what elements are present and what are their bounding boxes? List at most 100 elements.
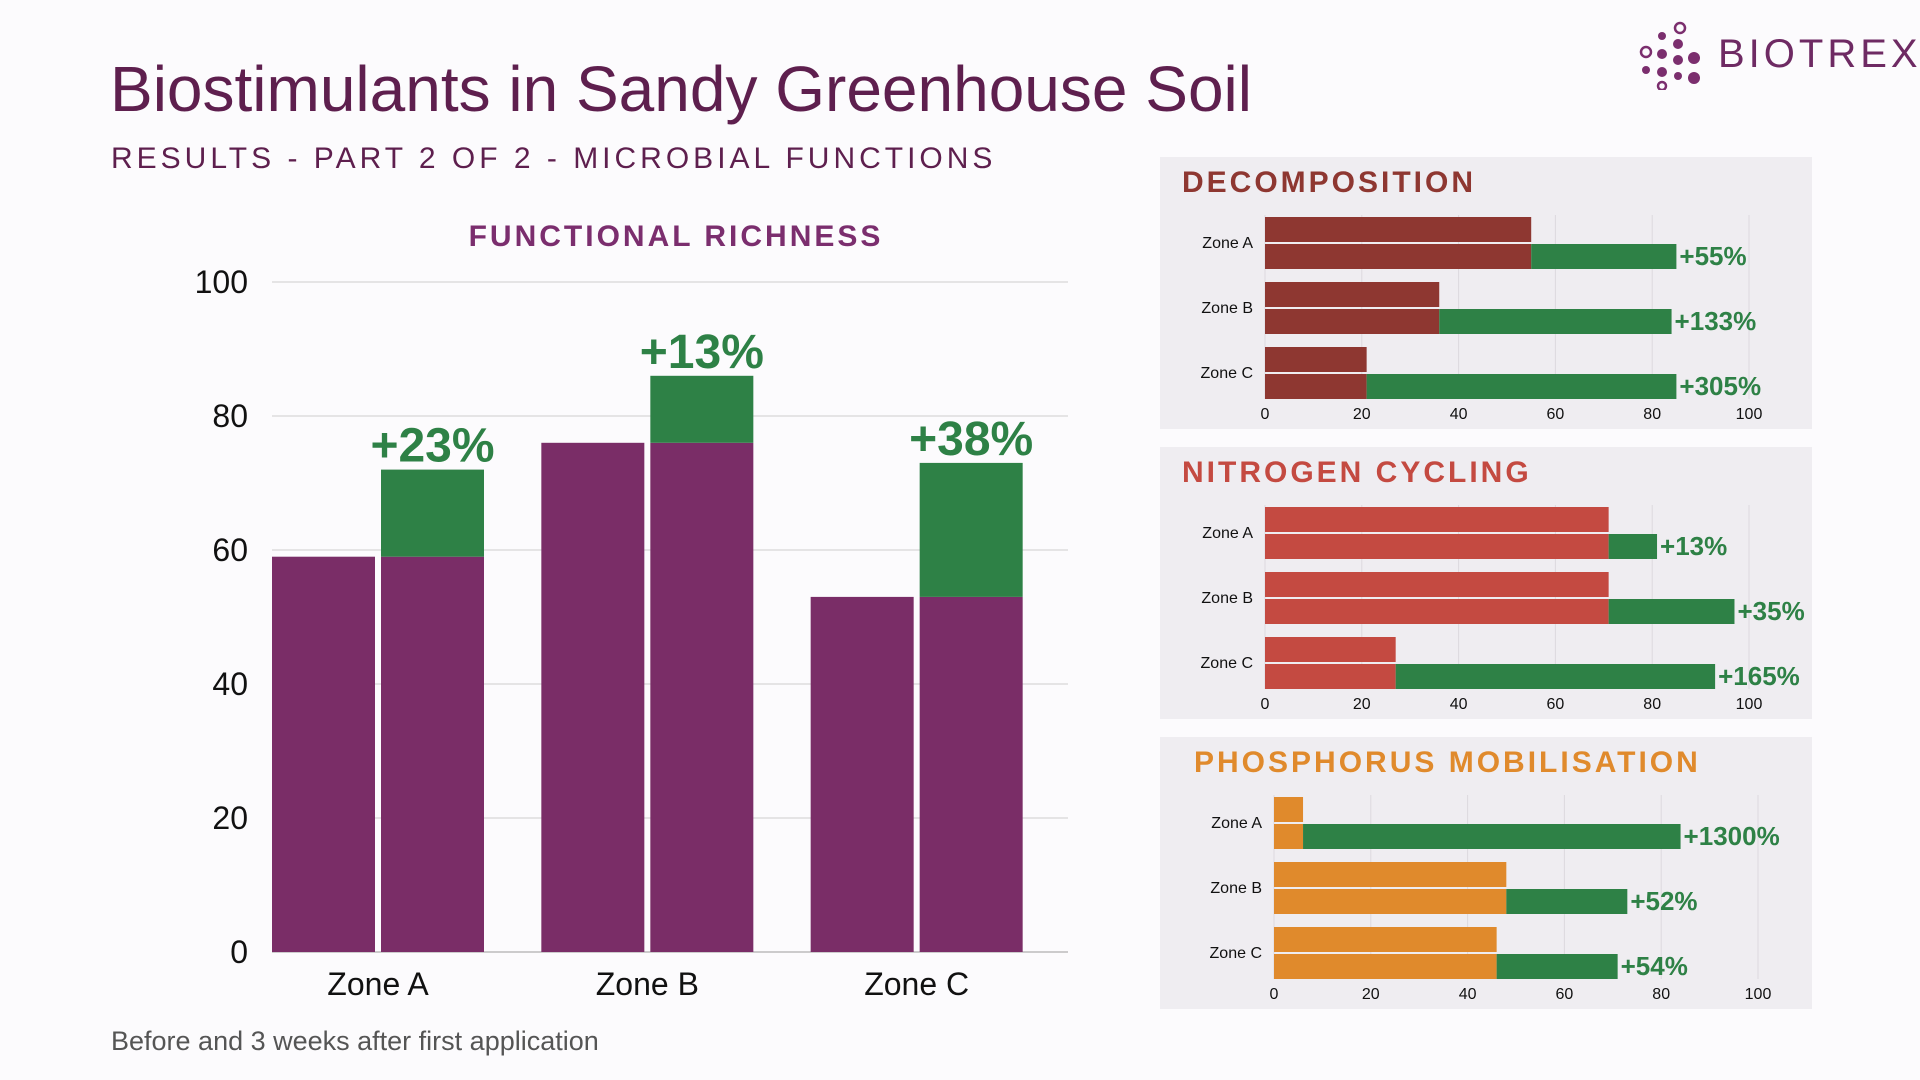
y-tick-label: 20 [212, 800, 248, 836]
bar-after-base-3 [1265, 374, 1367, 399]
bar-before-3 [810, 596, 914, 952]
y-tick-label: Zone A [1202, 525, 1253, 542]
decomposition-chart: DECOMPOSITION 0 20 40 60 80 100 Zone A +55% Zone … [1182, 166, 1763, 423]
x-tick-label: 80 [1643, 696, 1661, 713]
y-tick-label: Zone B [1210, 880, 1262, 897]
x-tick-label: 40 [1450, 696, 1468, 713]
x-tick-label: 100 [1736, 696, 1763, 713]
y-tick-label: 60 [212, 532, 248, 568]
bar-before-2 [541, 442, 645, 952]
y-tick-label: 100 [195, 264, 248, 300]
x-tick-label: 20 [1353, 406, 1371, 423]
data-label: +165% [1718, 661, 1800, 691]
bar-before-2 [1265, 572, 1609, 597]
bar-after-base-1 [381, 556, 484, 952]
bar-before-2 [1265, 282, 1440, 307]
bar-after-gain-3 [1395, 664, 1716, 689]
x-tick-label: 0 [1261, 696, 1270, 713]
phosphorus-mobilisation-panel: PHOSPHORUS MOBILISATION 0 20 40 60 80 100 Zone … [1160, 737, 1812, 1009]
bar-after-gain-2 [1506, 889, 1628, 914]
phosphorus-mobilisation-chart: PHOSPHORUS MOBILISATION 0 20 40 60 80 100 Zone … [1194, 746, 1780, 1003]
y-tick-label: Zone B [1201, 590, 1253, 607]
x-tick-label: 0 [1261, 406, 1270, 423]
panel-title: PHOSPHORUS MOBILISATION [1194, 746, 1701, 779]
bar-after-gain-1 [1303, 824, 1681, 849]
bar-after-gain-1 [1531, 244, 1677, 269]
data-label: +55% [1679, 241, 1746, 271]
data-label: +23% [370, 420, 494, 473]
bar-after-base-1 [1265, 244, 1532, 269]
bar-before-2 [1274, 862, 1507, 887]
data-label: +305% [1679, 371, 1761, 401]
x-tick-label: 100 [1736, 406, 1763, 423]
dots-logo-icon [1639, 21, 1700, 92]
y-tick-label: Zone C [1210, 945, 1262, 962]
bar-after-gain-1 [381, 469, 484, 557]
y-tick-label: 0 [230, 934, 248, 970]
x-tick-label: 80 [1643, 406, 1661, 423]
x-tick-label: Zone C [864, 966, 969, 1002]
bar-before-3 [1265, 347, 1367, 372]
bar-after-base-2 [1265, 599, 1609, 624]
data-label: +54% [1621, 951, 1688, 981]
logo-text: BIOTREX [1718, 32, 1920, 76]
bar-after-base-3 [919, 596, 1023, 952]
x-tick-label: 60 [1547, 406, 1565, 423]
bar-before-1 [1265, 217, 1532, 242]
bar-before-1 [1274, 797, 1304, 822]
x-tick-label: Zone B [596, 966, 699, 1002]
nitrogen-cycling-panel: NITROGEN CYCLING 0 20 40 60 80 100 Zone A +13% Zo… [1160, 447, 1812, 719]
y-tick-label: Zone A [1202, 235, 1253, 252]
footnote: Before and 3 weeks after first applicati… [111, 1026, 599, 1056]
bar-after-gain-3 [919, 462, 1023, 597]
x-tick-label: 60 [1547, 696, 1565, 713]
bar-after-base-2 [650, 442, 754, 952]
bar-after-base-3 [1265, 664, 1396, 689]
data-label: +52% [1630, 886, 1697, 916]
y-tick-label: Zone C [1201, 365, 1253, 382]
y-tick-label: Zone B [1201, 300, 1253, 317]
nitrogen-cycling-chart: NITROGEN CYCLING 0 20 40 60 80 100 Zone A +13% Zo… [1182, 456, 1805, 713]
x-tick-label: 60 [1556, 986, 1574, 1003]
bar-after-gain-3 [1496, 954, 1618, 979]
functional-richness-chart: FUNCTIONAL RICHNESS 0 20 40 60 80 100 +23% Zone … [195, 220, 1068, 1002]
bar-after-base-1 [1265, 534, 1609, 559]
x-tick-label: 40 [1459, 986, 1477, 1003]
bar-before-3 [1265, 637, 1396, 662]
x-tick-label: 20 [1362, 986, 1380, 1003]
y-tick-label: Zone A [1211, 815, 1262, 832]
x-tick-label: 100 [1745, 986, 1772, 1003]
y-tick-label: Zone C [1201, 655, 1253, 672]
bar-before-1 [272, 556, 375, 952]
decomposition-panel: DECOMPOSITION 0 20 40 60 80 100 Zone A +55% Zone … [1160, 157, 1812, 429]
x-tick-label: 40 [1450, 406, 1468, 423]
data-label: +13% [1660, 531, 1727, 561]
bar-after-base-3 [1274, 954, 1497, 979]
bar-after-gain-2 [1439, 309, 1672, 334]
bar-before-3 [1274, 927, 1497, 952]
bar-after-gain-2 [1608, 599, 1735, 624]
bar-before-1 [1265, 507, 1609, 532]
page-title: Biostimulants in Sandy Greenhouse Soil [110, 53, 1252, 125]
bar-after-base-2 [1274, 889, 1507, 914]
bar-after-gain-2 [650, 375, 754, 443]
data-label: +35% [1737, 596, 1804, 626]
x-tick-label: Zone A [327, 966, 429, 1002]
panel-title: DECOMPOSITION [1182, 166, 1476, 199]
data-label: +38% [909, 413, 1033, 466]
logo: BIOTREX [1638, 20, 1918, 92]
data-label: +133% [1675, 306, 1757, 336]
x-tick-label: 80 [1652, 986, 1670, 1003]
bar-after-gain-1 [1608, 534, 1658, 559]
y-tick-label: 40 [212, 666, 248, 702]
y-tick-label: 80 [212, 398, 248, 434]
x-tick-label: 20 [1353, 696, 1371, 713]
bar-after-base-1 [1274, 824, 1304, 849]
page-subtitle: RESULTS - PART 2 OF 2 - MICROBIAL FUNCTI… [111, 142, 997, 175]
data-label: +1300% [1684, 821, 1780, 851]
bar-after-gain-3 [1366, 374, 1677, 399]
bar-after-base-2 [1265, 309, 1440, 334]
data-label: +13% [640, 326, 764, 379]
x-tick-label: 0 [1270, 986, 1279, 1003]
panel-title: NITROGEN CYCLING [1182, 456, 1532, 489]
